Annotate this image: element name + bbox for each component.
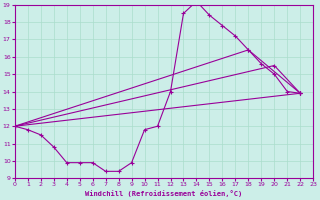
X-axis label: Windchill (Refroidissement éolien,°C): Windchill (Refroidissement éolien,°C) <box>85 190 243 197</box>
